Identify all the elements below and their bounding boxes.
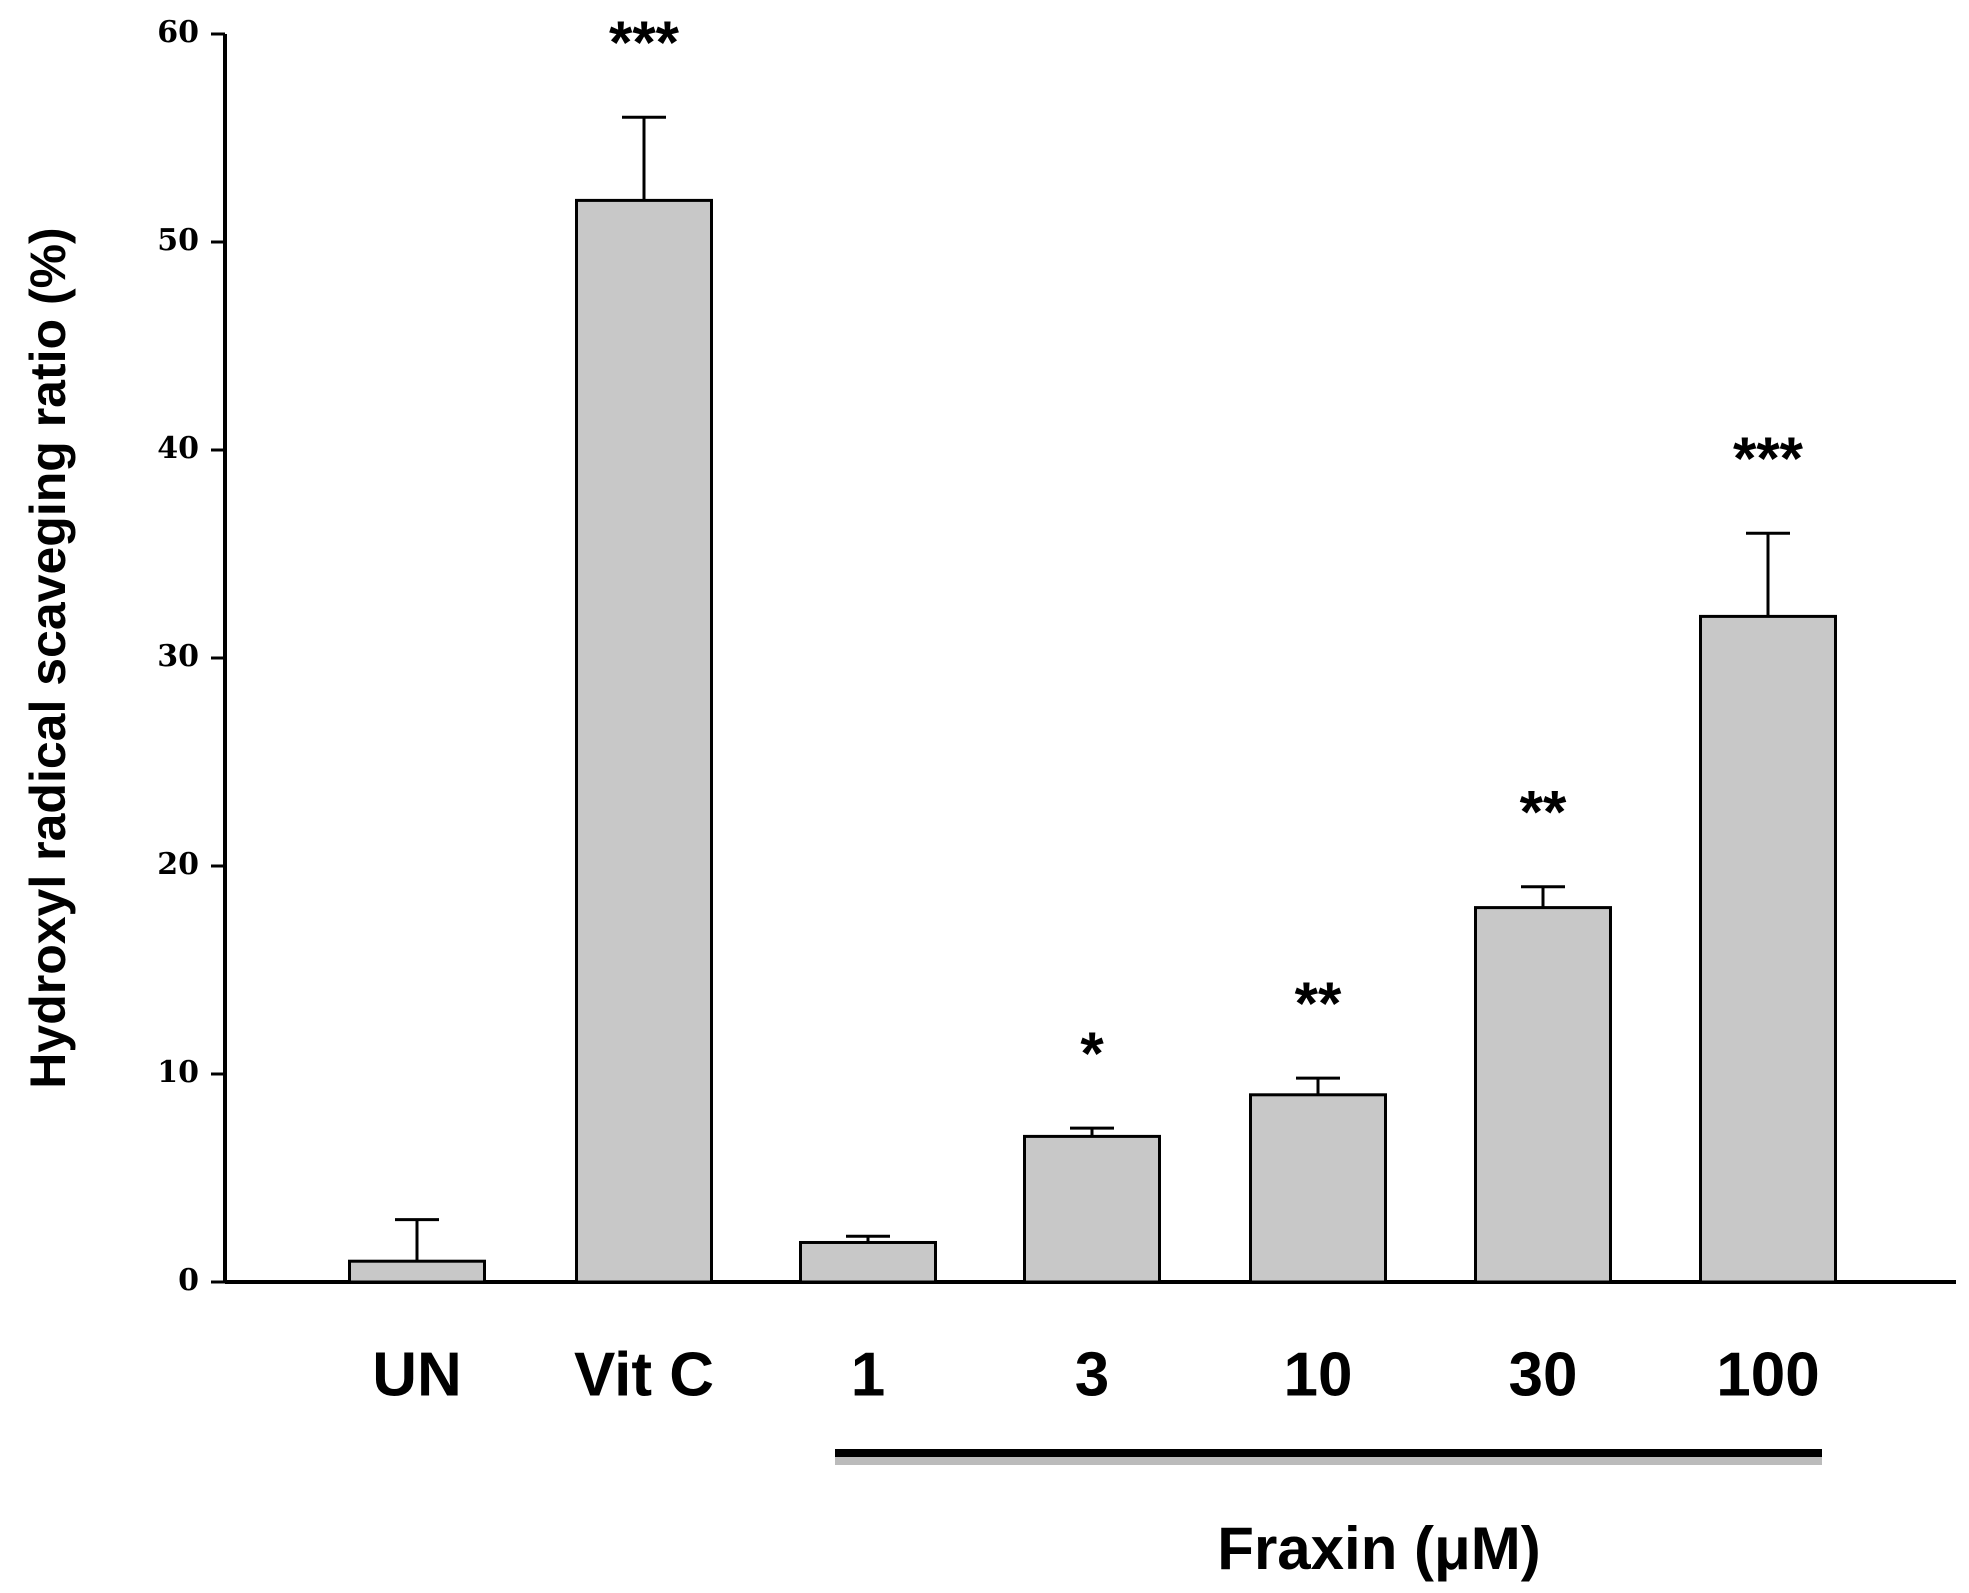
y-tick-label: 50 [157,223,199,258]
significance: *** [609,9,680,76]
significance: *** [1733,425,1804,492]
bar [1699,614,1837,1284]
y-tick-label: 0 [178,1263,199,1298]
significance: * [1080,1020,1104,1087]
group-bracket [835,1449,1822,1457]
x-tick-label: 10 [1284,1340,1353,1409]
x-tick-label: Vit C [574,1340,714,1409]
y-tick-label: 20 [157,847,199,882]
x-tick-label: 1 [851,1340,885,1409]
group-label: Fraxin (μM) [1217,1515,1540,1582]
bar [1023,1134,1161,1284]
y-tick-label: 30 [157,639,199,674]
x-tick-label: 100 [1716,1340,1819,1409]
group-bracket-shadow [835,1455,1822,1465]
y-tick-label: 10 [157,1055,199,1090]
bar [348,1259,486,1284]
x-tick-label: 30 [1509,1340,1578,1409]
y-tick-label: 40 [157,431,199,466]
y-tick-label: 60 [157,15,199,50]
x-tick-label: UN [372,1340,462,1409]
x-tick-label: 3 [1075,1340,1109,1409]
significance: ** [1295,970,1342,1037]
significance: ** [1520,779,1567,846]
bar [1474,906,1612,1284]
bar [799,1240,937,1284]
bar [575,198,713,1284]
y-axis-label: Hydroxyl radical scaveging ratio (%) [20,227,76,1088]
bar [1249,1093,1387,1284]
